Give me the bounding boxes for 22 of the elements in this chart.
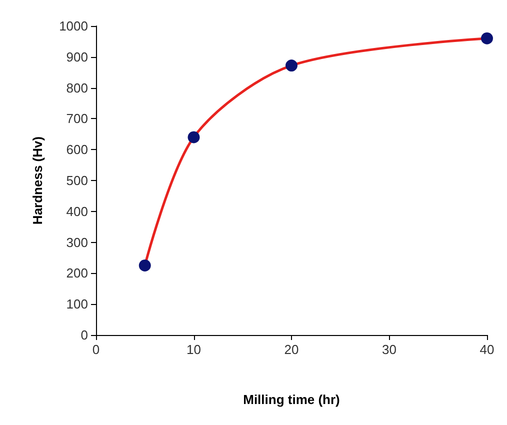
y-tick-label: 1000 (59, 18, 88, 34)
y-tick-label: 900 (66, 49, 88, 64)
x-tick-label: 40 (480, 342, 494, 357)
x-tick-label: 20 (284, 342, 299, 357)
y-tick-label: 0 (80, 328, 88, 342)
y-tick-label: 100 (66, 296, 88, 312)
y-tick-label: 600 (66, 142, 88, 158)
y-tick-label: 200 (66, 266, 88, 281)
x-tick-label: 30 (382, 342, 396, 357)
y-tick-label: 400 (66, 204, 88, 219)
x-axis-title: Milling time (hr) (243, 392, 340, 407)
point (286, 60, 298, 72)
y-tick-label: 500 (66, 173, 88, 188)
point (188, 131, 200, 144)
point (138, 259, 151, 272)
point (481, 32, 493, 44)
y-tick-label: 800 (66, 80, 88, 96)
x-tick-label: 0 (92, 342, 100, 357)
y-tick-label: 700 (66, 111, 88, 126)
y-axis-title: Hardness (Hv) (30, 136, 45, 225)
x-tick-label: 10 (186, 342, 201, 357)
y-tick-label: 300 (66, 234, 88, 250)
